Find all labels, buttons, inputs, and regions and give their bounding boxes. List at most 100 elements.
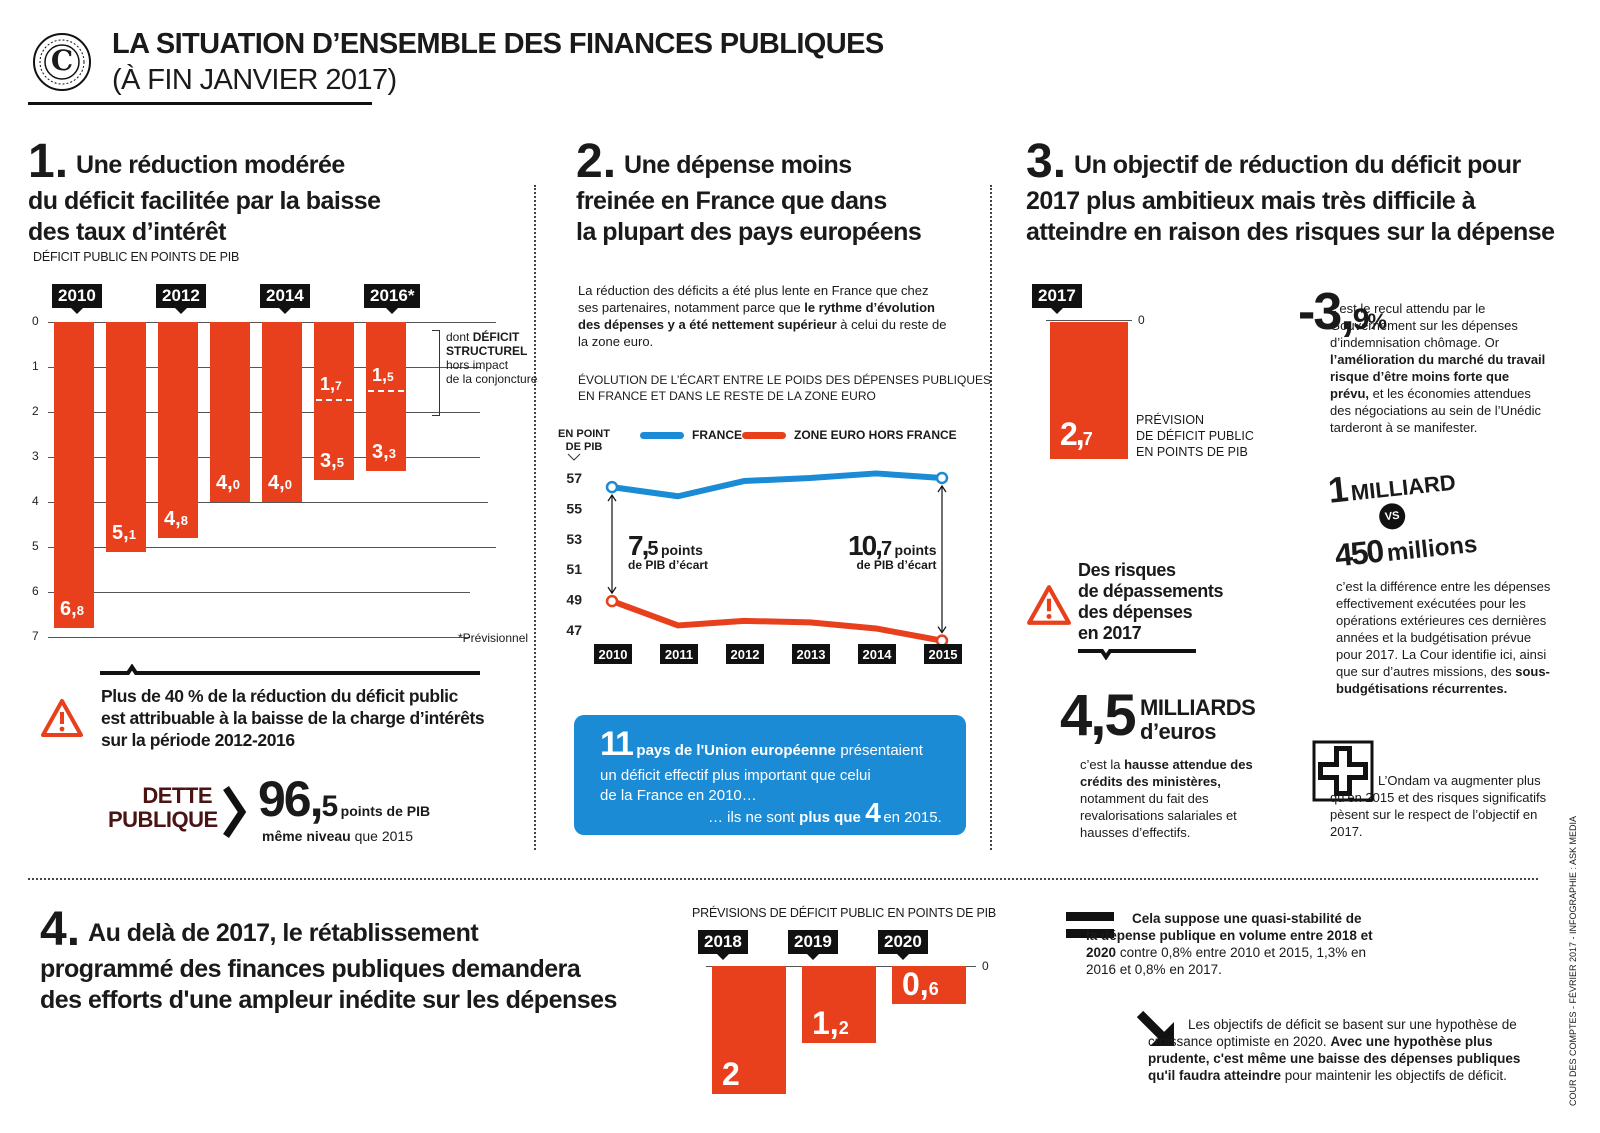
bar-2015 [314, 322, 354, 480]
risk-title-4: en 2017 [1078, 623, 1142, 643]
y2-tick-55: 55 [566, 500, 582, 516]
page-subtitle: (À FIN JANVIER 2017) [112, 64, 397, 96]
y-axis-caret [567, 453, 581, 461]
y2-tick-51: 51 [566, 561, 582, 577]
point-zone-euro-2010 [605, 594, 619, 608]
bar-label-2015: 3,5 [320, 449, 344, 472]
intro-text: La réduction des déficits a été plus len… [578, 283, 929, 315]
equal-text: Cela suppose une quasi-stabilité de la d… [1086, 910, 1376, 978]
warning-line-1: Plus de 40 % de la réduction du déficit … [101, 686, 458, 706]
structural-label-2015: 1,7 [320, 373, 342, 394]
opex-unit-1: MILLIARD [1349, 469, 1457, 506]
gap-arrow-2015-head-bottom [937, 626, 947, 634]
unemployment-text: c’est le recul attendu par le Gouverneme… [1330, 300, 1550, 436]
bar-2012 [158, 322, 198, 538]
bar-2013 [210, 322, 250, 502]
section-4-title-line-3: des efforts d'une ampleur inédite sur le… [40, 986, 617, 1014]
series-line-zone-euro [609, 598, 945, 644]
eu-box-num-2: 4 [865, 797, 881, 828]
point-france-2010 [605, 480, 619, 494]
ministries-int: 4, [1060, 683, 1106, 748]
divider-bottom [28, 878, 1538, 880]
x-tick-2015: 2015 [929, 647, 958, 662]
opex-figure: 1 MILLIARD VS 450 millions [1326, 455, 1479, 574]
section-2-title-line-3: la plupart des pays européens [576, 218, 922, 246]
gap-2015-sub: de PIB d’écart [856, 558, 937, 572]
gap-arrow-2010-head-bottom [607, 586, 617, 595]
unemployment-sign: % [1367, 309, 1387, 334]
structural-note-hors: hors impact [446, 358, 509, 372]
opex-num-1: 1 [1326, 468, 1349, 511]
y-tick-2: 2 [32, 404, 39, 418]
eu-box-text-6: en 2015. [883, 809, 942, 826]
legend-france-label: FRANCE [692, 428, 742, 442]
section-1-heading: 1. Une réduction modérée du déficit faci… [28, 138, 528, 248]
gap-2010: 7,5 points de PIB d’écart [628, 530, 708, 572]
structural-note-structurel: STRUCTUREL [446, 344, 528, 358]
bar-2010 [54, 322, 94, 628]
section-3-title-line-1: Un objectif de réduction du déficit pour [1074, 151, 1521, 179]
x-tick-2011: 2011 [665, 647, 693, 662]
opex-text: c’est la différence entre les dépenses e… [1336, 578, 1552, 697]
bar-2017 [1050, 322, 1128, 459]
structural-note-conj: de la conjoncture [446, 372, 538, 386]
y2-tick-53: 53 [566, 531, 582, 547]
opex-unit-2: millions [1385, 530, 1479, 568]
unemployment-text-2: et les économies attendues des négociati… [1330, 386, 1542, 435]
unemployment-text-1: c’est le recul attendu par le Gouverneme… [1330, 301, 1518, 350]
bar-2014 [262, 322, 302, 502]
debt-label-1: DETTE [142, 783, 212, 808]
x-tick-bg-2011 [660, 644, 698, 664]
y2-tick-49: 49 [566, 592, 582, 608]
zero-2017: 0 [1138, 313, 1145, 327]
x-tick-bg-2010 [594, 644, 632, 664]
bar-label-2016: 3,3 [372, 440, 396, 463]
y-tick-5: 5 [32, 539, 39, 553]
opex-text-1: c’est la différence entre les dépenses e… [1336, 579, 1551, 679]
warning-icon-2 [1026, 584, 1072, 631]
risk-title-2: de dépassements [1078, 581, 1224, 601]
zero-line-2017 [1046, 320, 1132, 321]
equal-icon [1066, 912, 1114, 938]
structural-line-2016 [368, 389, 404, 392]
legend-zone-euro-swatch [742, 432, 786, 439]
bar-label-2011: 5,1 [112, 521, 136, 544]
debt-note-bold: même niveau [262, 828, 351, 844]
legend-zone-euro-label: ZONE EURO HORS FRANCE [794, 428, 957, 442]
debt-unit: points de PIB [340, 803, 431, 819]
section-2-title-line-2: freinée en France que dans [576, 187, 887, 215]
year-2017: 2017 [1032, 284, 1082, 314]
chart-2-ylabel-1: EN POINT [558, 428, 610, 440]
chart-2-caption-2: EN FRANCE ET DANS LE RESTE DE LA ZONE EU… [578, 389, 876, 403]
chart-2-ylabel: EN POINT DE PIB [558, 428, 610, 454]
bar-2017-caption-3: EN POINTS DE PIB [1136, 445, 1248, 459]
x-tick-2012: 2012 [731, 647, 760, 662]
bar-label-2020: 0,6 [902, 966, 939, 1003]
section-1-title-line-3: des taux d’intérêt [28, 218, 227, 246]
section-3-number: 3. [1026, 135, 1067, 188]
bar-2020 [892, 966, 966, 1005]
bar-2019 [802, 966, 876, 1043]
eu-box-line-1: 11 pays de l'Union européenne présentaie… [600, 725, 923, 764]
debt-label-2: PUBLIQUE [108, 807, 218, 832]
x-tick-2010: 2010 [599, 647, 628, 662]
structural-line-2015 [316, 398, 352, 401]
footnote: *Prévisionnel [458, 631, 529, 645]
x-tick-bg-2014 [858, 644, 896, 664]
eu-box-text-4: … ils ne sont [708, 809, 795, 826]
arrow-down-right-icon [1134, 1008, 1178, 1057]
y-tick-6: 6 [32, 584, 39, 598]
growth-text: Les objectifs de déficit se basent sur u… [1148, 1016, 1540, 1084]
bar-label-2012: 4,8 [164, 508, 188, 530]
gridline-7 [48, 637, 470, 638]
gap-2015-word: points [894, 542, 937, 558]
chart-4-caption: PRÉVISIONS DE DÉFICIT PUBLIC EN POINTS D… [692, 906, 997, 920]
structural-note: dont DÉFICIT STRUCTUREL hors impact de l… [446, 330, 537, 386]
growth-text-1: Les objectifs de déficit se basent sur u… [1148, 1017, 1517, 1049]
intro-bold: le rythme d’évolution des dépenses y a é… [578, 300, 935, 332]
section-2-intro: La réduction des déficits a été plus len… [578, 282, 948, 350]
bar-2017-int: 2, [1060, 416, 1085, 452]
warning-top-line [100, 664, 480, 675]
unemployment-figure: -3,9% [1298, 282, 1387, 342]
debt-note-rest: que 2015 [354, 828, 414, 844]
